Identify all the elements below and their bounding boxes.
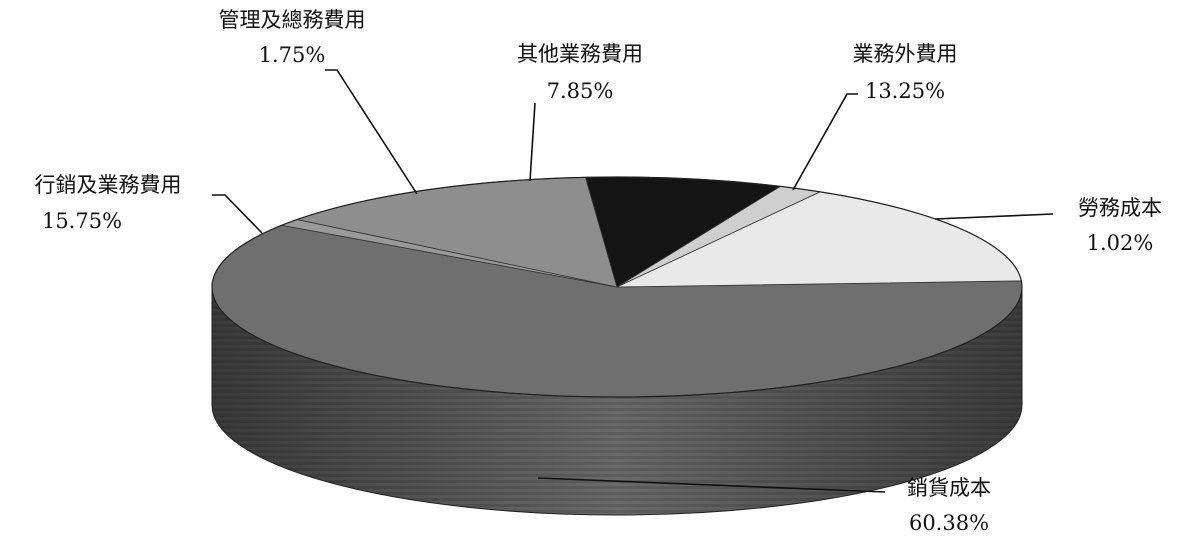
slice-labels: 銷貨成本 60.38% 勞務成本 1.02% 業務外費用 13.25% 其他業務費用 7.85…	[35, 8, 1163, 535]
slice-label-value: 13.25%	[865, 79, 945, 103]
slice-label-value: 1.02%	[1087, 231, 1154, 255]
slice-label-name: 業務外費用	[853, 42, 958, 66]
slice-label-value: 15.75%	[42, 209, 122, 233]
slice-label-name: 行銷及業務費用	[35, 173, 182, 197]
slice-label-value: 1.75%	[259, 43, 326, 67]
pie-slices	[211, 176, 1023, 398]
pie-top-outline	[211, 176, 1023, 398]
leader-line	[792, 93, 858, 191]
slice-label-value: 60.38%	[909, 511, 989, 535]
leader-line	[325, 69, 418, 195]
slice-label-name: 銷貨成本	[907, 476, 991, 500]
leader-line	[529, 102, 536, 182]
slice-label-name: 勞務成本	[1078, 196, 1162, 220]
leader-line	[934, 213, 1054, 220]
slice-label-value: 7.85%	[547, 79, 614, 103]
slice-label-name: 管理及總務費用	[219, 8, 366, 32]
leader-lines	[212, 69, 1054, 493]
slice-label-name: 其他業務費用	[517, 42, 643, 66]
leader-line	[537, 477, 886, 493]
pie-side-texture	[212, 287, 1022, 515]
leader-line	[212, 194, 263, 234]
